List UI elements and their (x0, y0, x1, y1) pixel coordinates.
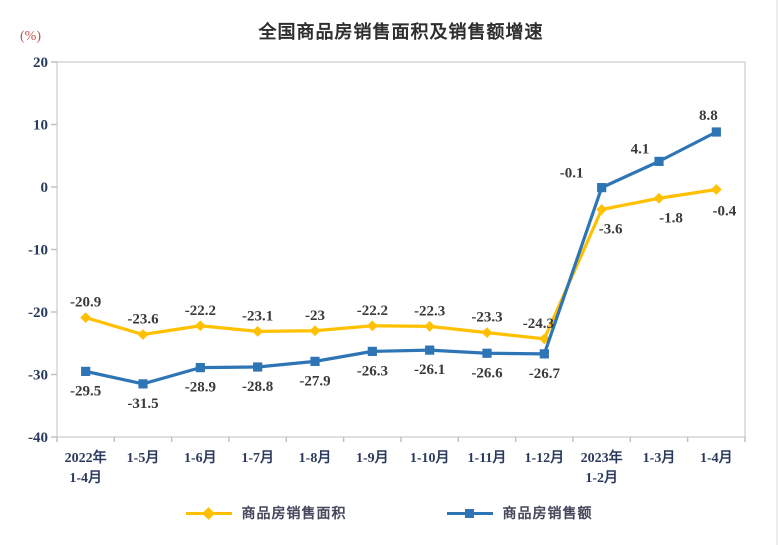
y-axis-tick-label: 10 (33, 118, 48, 134)
square-marker-icon (539, 349, 549, 359)
data-label: -23.3 (471, 310, 502, 326)
chart-title: 全国商品房销售面积及销售额增速 (258, 22, 544, 42)
x-axis-category-label: 1-6月 (184, 450, 217, 466)
data-label: -1.8 (659, 210, 683, 226)
data-label: -22.2 (185, 303, 216, 319)
sales-area-line-diamond-icon (185, 506, 232, 520)
legend-item-sales-area: 商品房销售面积 (185, 503, 347, 523)
diamond-marker-icon (252, 325, 264, 337)
square-marker-icon (425, 345, 435, 355)
data-label: -23.6 (127, 312, 159, 328)
x-axis-category-label: 1-5月 (127, 450, 160, 466)
square-marker-icon (367, 346, 377, 356)
diamond-marker-icon (653, 192, 665, 204)
diamond-marker-icon (366, 320, 378, 332)
data-label: -23.1 (242, 308, 273, 324)
square-marker-icon (138, 379, 148, 389)
plot-area: 20 10 0 -10 -20 -30 -40 2022年 1-4月 1-5月 1-6月 1-7月 1-… (28, 55, 746, 486)
data-label: -0.1 (560, 166, 584, 182)
data-label: -31.5 (127, 396, 158, 412)
legend-label-sales-amount: 商品房销售额 (502, 507, 593, 522)
diamond-marker-icon (309, 325, 321, 337)
diamond-marker-icon (538, 333, 550, 345)
diamond-marker-icon (710, 184, 722, 195)
square-marker-icon (195, 363, 205, 373)
square-marker-icon (482, 348, 492, 358)
legend-label-sales-area: 商品房销售面积 (241, 507, 347, 522)
y-axis-tick-label: -30 (28, 368, 48, 384)
data-label: 8.8 (699, 108, 718, 124)
data-label: -29.5 (70, 383, 101, 399)
diamond-marker-icon (80, 312, 92, 324)
square-marker-icon (711, 127, 721, 137)
data-label: -26.3 (357, 363, 388, 379)
data-label: -28.9 (185, 380, 216, 396)
x-axis-category-label: 1-2月 (585, 470, 618, 486)
y-axis-tick-label: 0 (41, 180, 49, 196)
legend: 商品房销售面积 商品房销售额 (0, 499, 776, 527)
diamond-marker-icon (481, 327, 493, 339)
square-marker-icon (81, 366, 91, 376)
data-label: -3.6 (599, 222, 623, 238)
data-label: -20.9 (70, 295, 101, 311)
diamond-marker-icon (596, 204, 608, 215)
series-line-0 (84, 187, 718, 341)
x-axis-category-label: 1-10月 (410, 450, 450, 466)
square-marker-icon (654, 156, 664, 166)
x-axis-category-label: 1-3月 (643, 450, 676, 466)
data-label: -26.7 (529, 366, 561, 382)
square-marker-icon (253, 362, 263, 372)
square-marker-icon (597, 183, 607, 193)
sales-amount-line-square-icon (446, 507, 493, 519)
x-axis-category-label: 2023年 (581, 449, 623, 466)
x-axis-category-label: 2022年 (65, 449, 107, 466)
series-line-1 (84, 130, 718, 386)
data-label: -22.3 (414, 303, 445, 319)
diamond-marker-icon (137, 329, 149, 340)
data-label: -22.2 (357, 303, 388, 319)
x-axis-category-label: 1-9月 (356, 450, 389, 466)
data-label: -27.9 (299, 373, 330, 389)
diamond-marker-icon (194, 320, 206, 332)
x-axis-category-label: 1-7月 (241, 450, 274, 466)
x-axis-category-label: 1-11月 (468, 450, 507, 466)
data-label: -26.6 (471, 365, 503, 381)
data-label: -26.1 (414, 362, 445, 378)
x-axis-category-label: 1-4月 (700, 450, 733, 466)
data-label: 4.1 (631, 141, 650, 157)
data-label: -0.4 (712, 204, 736, 220)
data-label: -24.3 (523, 316, 554, 332)
y-axis-unit-label: (%) (20, 29, 41, 44)
y-axis-tick-label: -20 (28, 305, 48, 321)
square-marker-icon (310, 356, 320, 366)
y-axis-tick-label: -40 (28, 430, 48, 446)
data-label: -28.8 (242, 379, 273, 395)
y-axis-tick-label: -10 (28, 243, 48, 259)
x-axis-category-label: 1-12月 (524, 450, 564, 466)
x-axis-category-label: 1-4月 (69, 470, 102, 486)
data-label: -23 (305, 308, 325, 324)
legend-item-sales-amount: 商品房销售额 (446, 503, 593, 523)
diamond-marker-icon (424, 320, 436, 332)
x-axis-category-label: 1-8月 (299, 450, 332, 466)
y-axis-tick-label: 20 (33, 55, 48, 71)
plot-border (56, 61, 746, 438)
